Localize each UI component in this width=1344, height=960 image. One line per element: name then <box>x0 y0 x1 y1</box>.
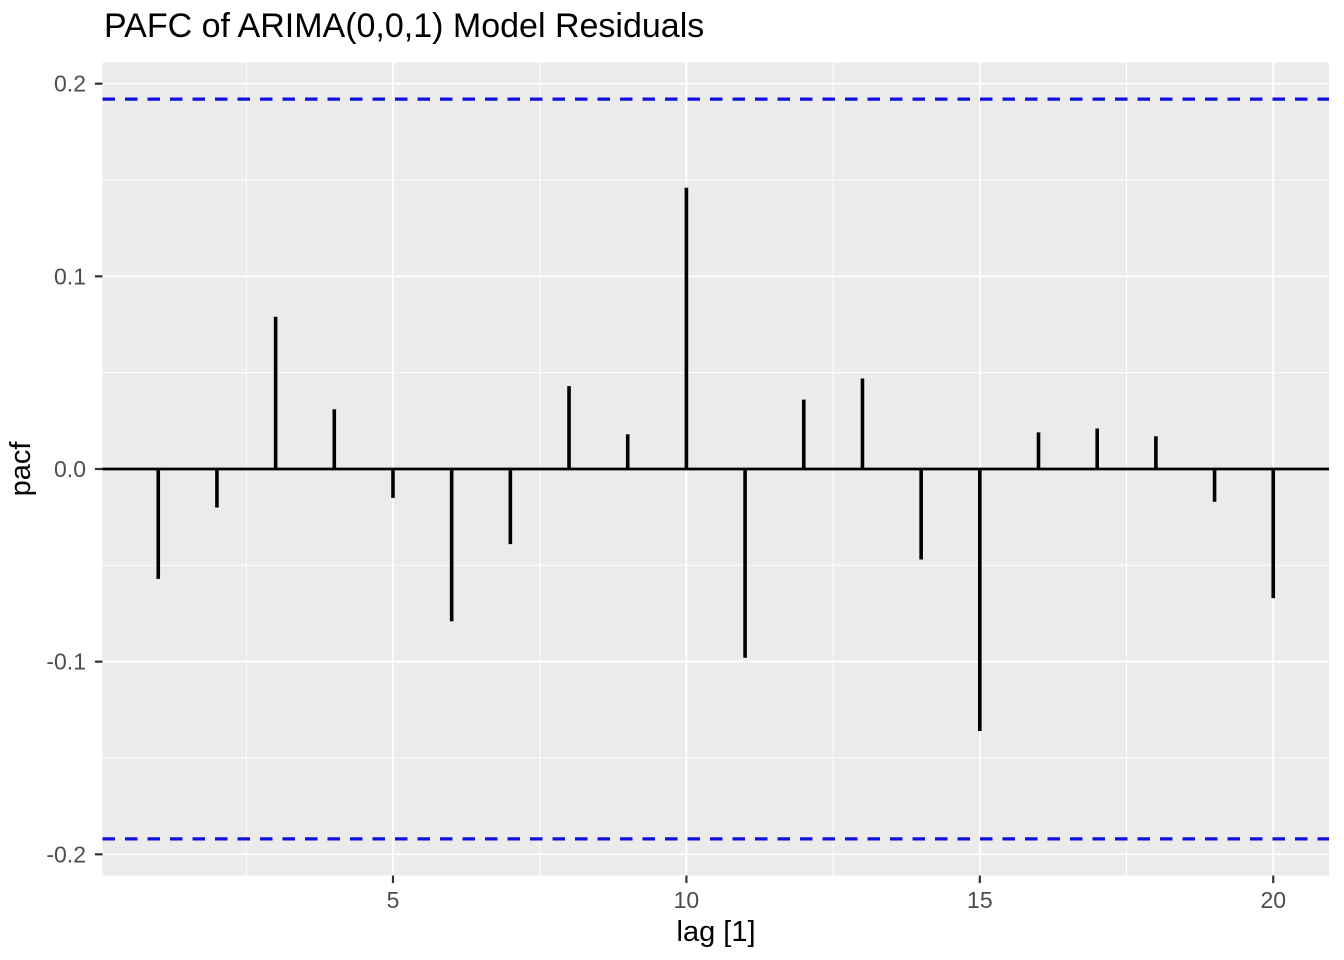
bars-group <box>156 187 1276 732</box>
y-tick-label: -0.1 <box>46 649 86 675</box>
x-tick-label: 15 <box>967 887 993 913</box>
confidence-lines-group <box>102 97 1329 841</box>
y-axis-tick-labels: 0.2 0.1 0.0 -0.1 -0.2 <box>46 71 86 868</box>
y-axis-title: pacf <box>5 441 37 497</box>
x-axis-tick-labels: 5 10 15 20 <box>387 887 1286 913</box>
y-axis-ticks <box>95 82 103 856</box>
y-tick-label: 0.1 <box>54 263 86 289</box>
y-tick-label: -0.2 <box>46 841 86 867</box>
x-tick-label: 10 <box>674 887 700 913</box>
x-tick-label: 5 <box>387 887 400 913</box>
x-tick-label: 20 <box>1260 887 1286 913</box>
x-axis-ticks <box>391 875 1275 883</box>
y-tick-label: 0.0 <box>54 456 86 482</box>
x-axis-title: lag [1] <box>677 916 756 948</box>
chart-title: PAFC of ARIMA(0,0,1) Model Residuals <box>104 7 704 45</box>
y-tick-label: 0.2 <box>54 71 86 97</box>
